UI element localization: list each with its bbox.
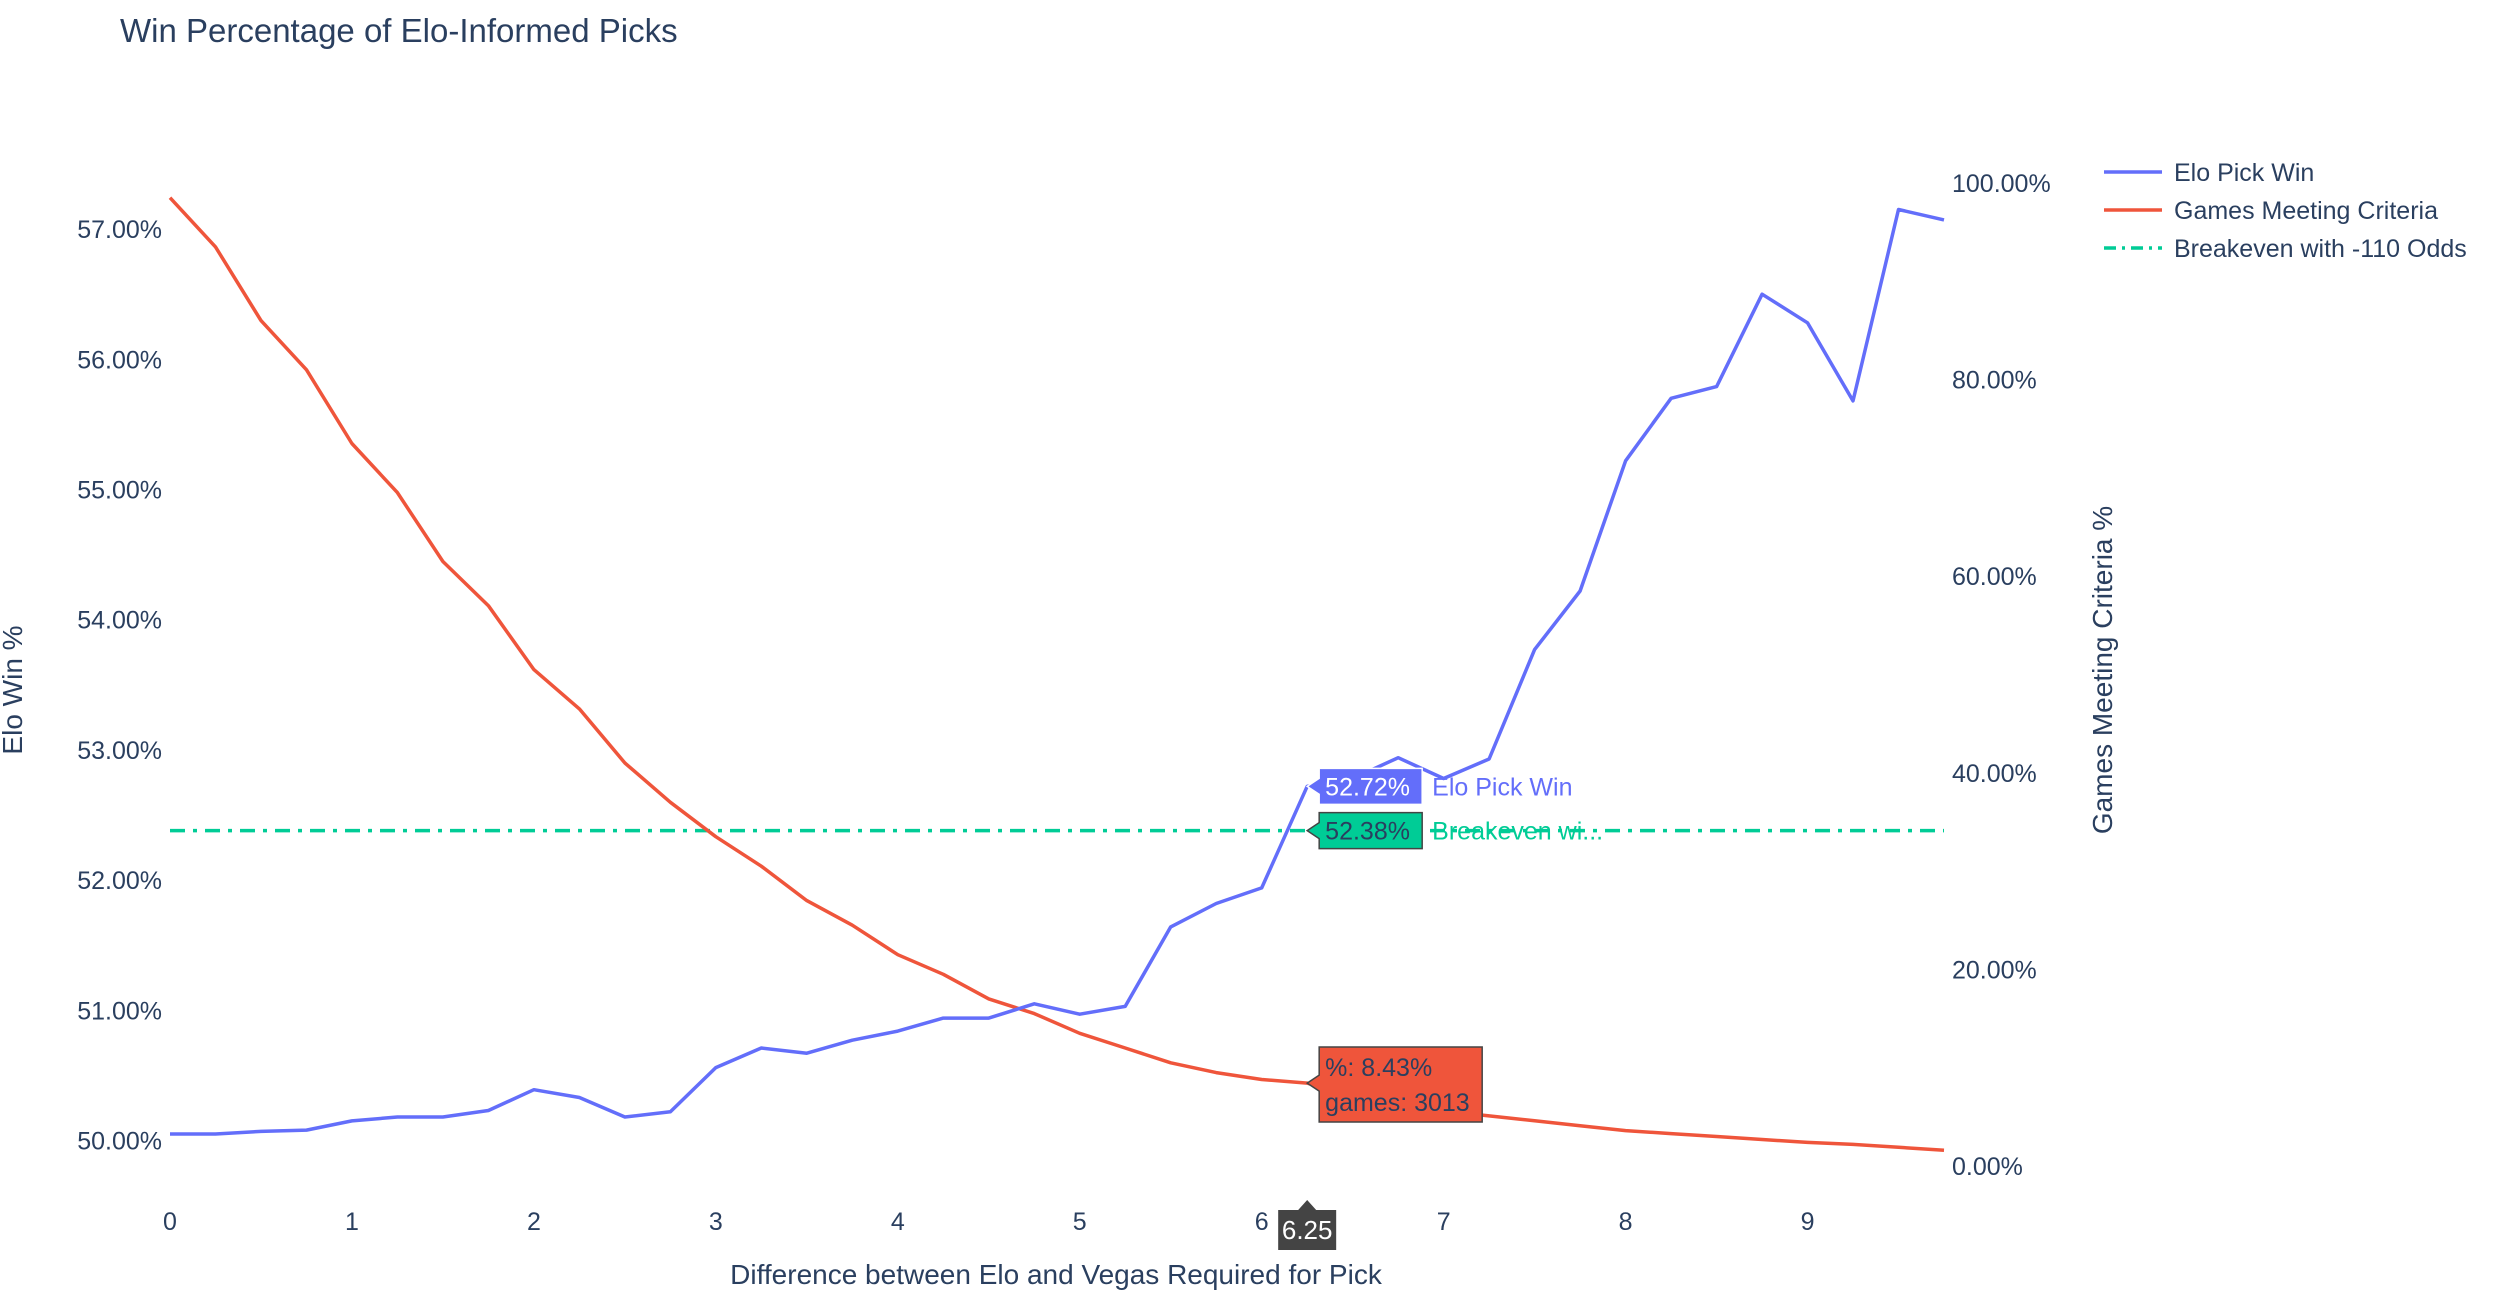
y2-tick-label: 100.00% [1952, 170, 2051, 198]
y2-tick-label: 60.00% [1952, 563, 2037, 591]
x-tick-label: 1 [345, 1208, 359, 1236]
hover-elo-value: 52.72% [1325, 773, 1410, 801]
legend-item-label[interactable]: Elo Pick Win [2174, 159, 2314, 187]
y-tick-label: 57.00% [77, 216, 162, 244]
hover-breakeven-box [1305, 811, 1423, 850]
series-line-1 [168, 196, 1945, 1153]
y2-tick-label: 40.00% [1952, 760, 2037, 788]
x-axis-ticks: 0 1 2 3 4 5 6 7 8 9 [163, 1208, 1814, 1236]
legend-item-label[interactable]: Games Meeting Criteria [2174, 197, 2438, 225]
x-tick-label: 6 [1255, 1208, 1269, 1236]
y2-tick-label: 0.00% [1952, 1153, 2023, 1181]
chart-title: Win Percentage of Elo-Informed Picks [120, 12, 678, 49]
hover-games-line2: games: 3013 [1325, 1089, 1470, 1117]
x-tick-label: 5 [1073, 1208, 1087, 1236]
x-tick-label: 4 [891, 1208, 905, 1236]
y-axis-ticks: 50.00% 51.00% 52.00% 53.00% 54.00% 55.00% 56.0… [77, 216, 162, 1155]
y2-tick-label: 20.00% [1952, 956, 2037, 984]
hover-group: 6.25 52.72% Elo Pick Win 52.38% Breakeve… [1278, 767, 1603, 1250]
hover-breakeven-name: Breakeven wi... [1432, 818, 1603, 846]
y-tick-label: 51.00% [77, 997, 162, 1025]
y2-axis-ticks: 0.00% 20.00% 40.00% 60.00% 80.00% 100.00% [1952, 170, 2051, 1181]
y-tick-label: 55.00% [77, 476, 162, 504]
hover-elo-name: Elo Pick Win [1432, 773, 1572, 801]
legend-item-label[interactable]: Breakeven with -110 Odds [2174, 235, 2467, 263]
x-tick-label: 8 [1619, 1208, 1633, 1236]
hover-x-label: 6.25 [1282, 1215, 1333, 1245]
x-tick-label: 2 [527, 1208, 541, 1236]
y-tick-label: 54.00% [77, 607, 162, 635]
y2-tick-label: 80.00% [1952, 367, 2037, 395]
legend[interactable]: Elo Pick Win Games Meeting Criteria Breake… [2104, 159, 2467, 263]
y-tick-label: 53.00% [77, 737, 162, 765]
y-axis-label: Elo Win % [0, 625, 28, 754]
hover-x-label-box [1278, 1200, 1337, 1250]
y-tick-label: 56.00% [77, 346, 162, 374]
y2-axis-label: Games Meeting Criteria % [2087, 506, 2118, 834]
x-tick-label: 3 [709, 1208, 723, 1236]
y-tick-label: 50.00% [77, 1127, 162, 1155]
x-tick-label: 0 [163, 1208, 177, 1236]
hover-elo-box [1305, 767, 1423, 806]
x-tick-label: 7 [1437, 1208, 1451, 1236]
x-tick-label: 9 [1801, 1208, 1815, 1236]
series-line-0 [170, 207, 1945, 1136]
hover-games-box [1305, 1046, 1483, 1123]
hover-games-line1: %: 8.43% [1325, 1054, 1432, 1082]
hover-breakeven-value: 52.38% [1325, 818, 1410, 846]
series-lines [168, 196, 1945, 1153]
y-tick-label: 52.00% [77, 867, 162, 895]
x-axis-label: Difference between Elo and Vegas Require… [730, 1259, 1383, 1290]
